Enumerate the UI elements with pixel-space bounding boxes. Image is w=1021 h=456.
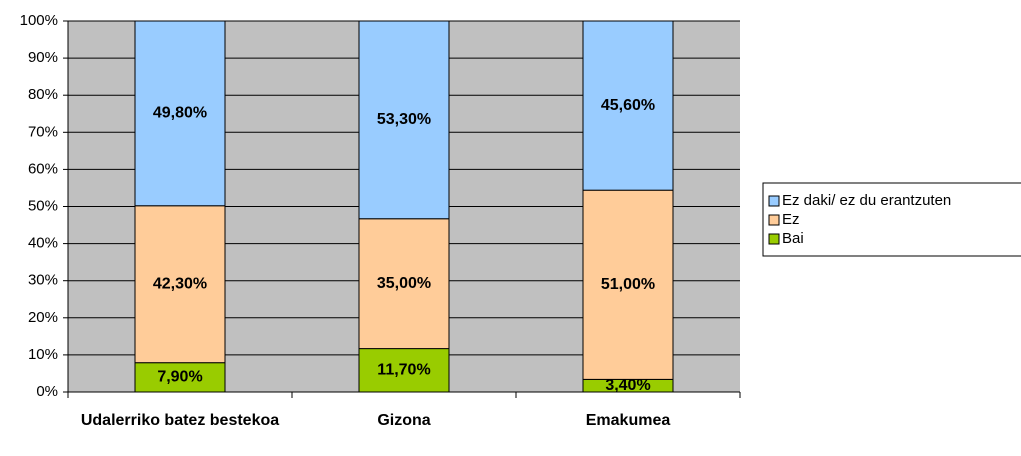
bar-segment — [582, 20, 674, 191]
y-tick-label: 0% — [36, 383, 58, 400]
value-label: 3,40% — [605, 377, 650, 394]
y-tick-label: 100% — [20, 12, 58, 29]
value-label: 11,70% — [377, 362, 430, 379]
y-tick-label: 60% — [28, 160, 58, 177]
x-tick-label: Udalerriko batez bestekoa — [80, 412, 280, 429]
value-label: 7,90% — [157, 369, 202, 386]
bar-segment — [358, 20, 450, 220]
y-tick-label: 10% — [28, 346, 58, 363]
legend-box — [762, 182, 1021, 257]
legend-swatch — [768, 195, 780, 207]
value-label: 42,30% — [153, 275, 207, 292]
y-tick-label: 40% — [28, 235, 58, 252]
value-label: 51,00% — [601, 276, 655, 293]
value-label: 49,80% — [153, 105, 207, 122]
bar-segment — [134, 362, 226, 393]
value-label: 35,00% — [377, 275, 431, 292]
legend-swatch — [768, 214, 780, 226]
x-tick-label: Emakumea — [585, 412, 671, 429]
y-tick-label: 50% — [28, 197, 58, 214]
x-tick-label: Gizona — [377, 412, 431, 429]
bar-segment — [134, 205, 226, 364]
bar-segment — [358, 218, 450, 350]
value-label: 45,60% — [601, 97, 655, 114]
y-tick-label: 20% — [28, 309, 58, 326]
y-tick-label: 30% — [28, 272, 58, 289]
y-tick-label: 90% — [28, 49, 58, 66]
y-tick-label: 80% — [28, 86, 58, 103]
legend-label: Ez — [782, 211, 800, 228]
bar-segment — [358, 348, 450, 393]
legend-swatch — [768, 233, 780, 245]
legend-label: Ez daki/ ez du erantzuten — [782, 192, 951, 209]
bar-segment — [134, 20, 226, 207]
y-tick-label: 70% — [28, 123, 58, 140]
value-label: 53,30% — [377, 111, 431, 128]
bar-segment — [582, 189, 674, 380]
legend-label: Bai — [782, 230, 804, 247]
